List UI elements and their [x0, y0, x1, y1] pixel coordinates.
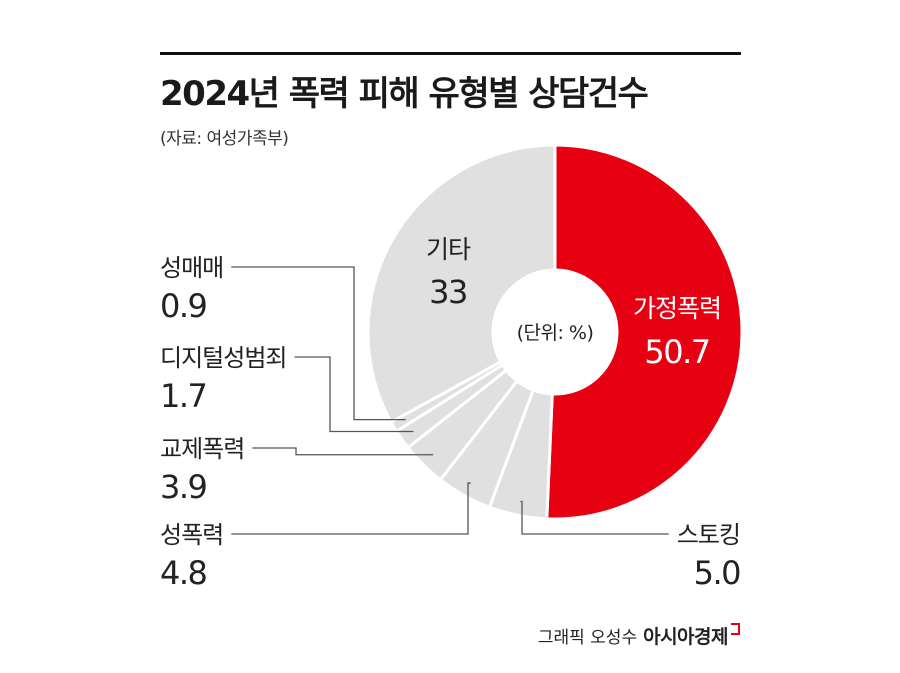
- leader-line-5: [231, 266, 406, 421]
- slice-label-1: 스토킹: [677, 521, 740, 549]
- slice-label-3: 교제폭력: [160, 435, 244, 463]
- leader-line-2: [231, 482, 471, 535]
- leader-line-3: [252, 447, 434, 456]
- slice-6: [366, 143, 557, 424]
- slice-label-6: 기타: [426, 235, 471, 264]
- slice-value-6: 33: [429, 273, 467, 311]
- leader-line-4: [294, 356, 414, 433]
- slice-value-2: 4.8: [160, 554, 207, 592]
- top-rule: [160, 52, 741, 55]
- slice-label-4: 디지털성범죄: [160, 344, 286, 372]
- center-unit-label: (단위: %): [517, 322, 594, 344]
- leader-line-1: [520, 500, 669, 535]
- slice-value-4: 1.7: [160, 377, 206, 415]
- chart-source: (자료: 여성가족부): [160, 129, 289, 149]
- slice-label-0: 가정폭력: [633, 294, 721, 323]
- slice-value-5: 0.9: [160, 287, 207, 325]
- brand-logo-mark: [731, 623, 740, 635]
- slice-value-1: 5.0: [694, 554, 741, 592]
- slice-value-3: 3.9: [160, 468, 207, 506]
- slice-0: [545, 143, 744, 521]
- slice-value-0: 50.7: [644, 333, 709, 371]
- chart-title: 2024년 폭력 피해 유형별 상담건수: [160, 74, 649, 114]
- credit: 그래픽 오성수 아시아경제: [538, 622, 740, 649]
- brand-name: 아시아경제: [643, 626, 728, 648]
- credit-text: 그래픽 오성수: [537, 628, 638, 648]
- slice-label-5: 성매매: [160, 254, 223, 282]
- slice-label-2: 성폭력: [160, 521, 223, 549]
